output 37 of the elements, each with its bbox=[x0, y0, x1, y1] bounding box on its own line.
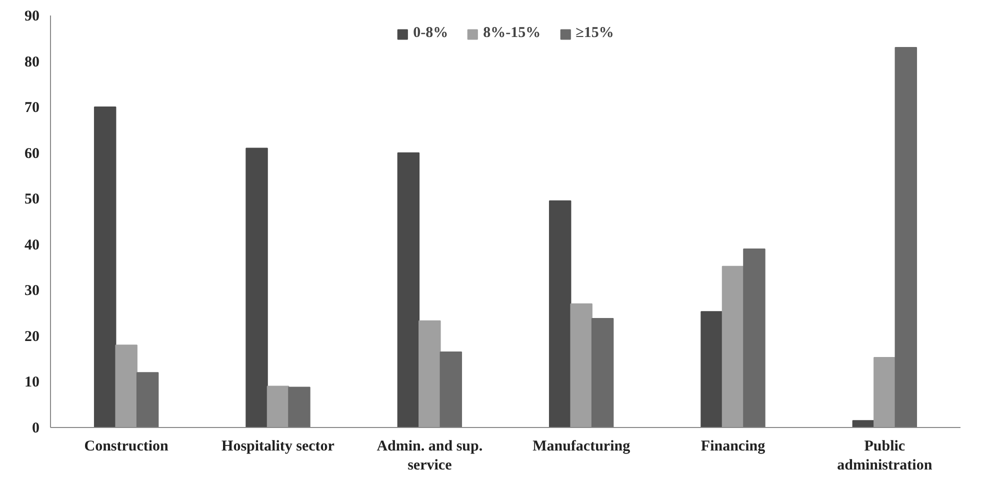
y-tick-label: 80 bbox=[24, 54, 40, 70]
bar bbox=[136, 372, 159, 428]
y-tick-label: 20 bbox=[24, 328, 40, 345]
x-tick-label: Public administration bbox=[837, 438, 933, 474]
y-tick-label: 10 bbox=[24, 374, 40, 391]
bar bbox=[266, 386, 290, 428]
legend-label: 8%-15% bbox=[483, 25, 541, 42]
y-tick-label: 0 bbox=[32, 420, 40, 436]
bar bbox=[115, 344, 138, 428]
x-tick-label: Hospitality sector bbox=[222, 438, 335, 454]
bar bbox=[397, 152, 420, 428]
y-tick-label: 60 bbox=[24, 146, 40, 162]
bar bbox=[440, 351, 462, 428]
legend-label: 0-8% bbox=[413, 25, 448, 42]
x-tick-label: Financing bbox=[700, 438, 766, 454]
y-tick-label: 50 bbox=[24, 192, 40, 208]
x-tick-label: Admin. and sup. service bbox=[376, 438, 483, 474]
x-tick-label: Manufacturing bbox=[532, 438, 631, 454]
bar bbox=[246, 148, 268, 428]
bar bbox=[418, 320, 441, 428]
y-tick-label: 30 bbox=[24, 283, 40, 300]
legend-label: ≥15% bbox=[576, 25, 614, 42]
bar bbox=[700, 311, 723, 428]
bar bbox=[874, 356, 896, 428]
y-tick-label: 90 bbox=[24, 8, 40, 24]
bar bbox=[94, 106, 116, 428]
bar bbox=[591, 318, 614, 428]
bar bbox=[288, 386, 310, 428]
bar bbox=[722, 266, 744, 428]
bar bbox=[852, 420, 875, 428]
y-tick-label: 40 bbox=[24, 237, 40, 254]
bar bbox=[548, 200, 572, 428]
bar bbox=[570, 303, 592, 428]
bar bbox=[894, 47, 918, 428]
bar bbox=[743, 248, 766, 428]
y-tick-label: 70 bbox=[24, 100, 40, 116]
x-tick-label: Construction bbox=[84, 438, 170, 454]
